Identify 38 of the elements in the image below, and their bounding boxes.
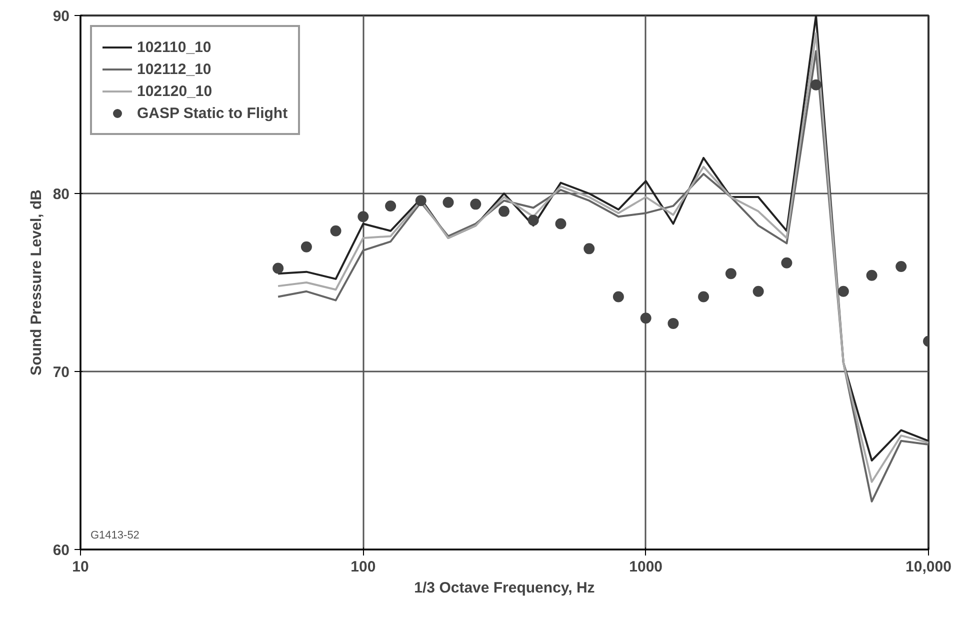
point xyxy=(838,286,849,297)
x-axis-title: 1/3 Octave Frequency, Hz xyxy=(414,580,595,596)
point xyxy=(358,211,369,222)
x-tick-label: 10 xyxy=(72,558,89,576)
point xyxy=(698,291,710,302)
x-tick-label: 100 xyxy=(350,558,376,576)
legend-label: 102120_10 xyxy=(137,82,212,100)
point xyxy=(810,79,822,90)
point xyxy=(896,260,907,272)
point xyxy=(330,225,342,236)
y-tick-label: 80 xyxy=(52,186,70,203)
point xyxy=(781,257,792,268)
point xyxy=(584,243,595,254)
point xyxy=(725,268,736,280)
y-tick-label: 90 xyxy=(52,8,70,25)
point xyxy=(612,291,624,302)
point xyxy=(528,214,539,226)
point xyxy=(498,206,510,217)
point xyxy=(385,200,396,212)
point xyxy=(640,312,652,324)
point xyxy=(470,198,482,210)
x-tick-label: 1000 xyxy=(629,558,663,576)
legend-label: GASP Static to Flight xyxy=(137,104,288,122)
y-axis-title: Sound Pressure Level, dB xyxy=(28,189,45,376)
point xyxy=(300,241,312,252)
y-tick-label: 60 xyxy=(52,542,70,559)
point xyxy=(752,286,764,297)
point xyxy=(272,262,284,274)
point xyxy=(866,270,878,281)
point xyxy=(415,195,426,206)
point xyxy=(442,196,454,208)
annotation: G1413-52 xyxy=(90,530,140,542)
y-tick-label: 70 xyxy=(52,364,70,381)
x-tick-label: 10,000 xyxy=(906,558,952,576)
legend-label: 102110_10 xyxy=(137,38,212,56)
point xyxy=(668,318,679,329)
point xyxy=(555,218,566,230)
legend-label: 102112_10 xyxy=(137,60,212,78)
